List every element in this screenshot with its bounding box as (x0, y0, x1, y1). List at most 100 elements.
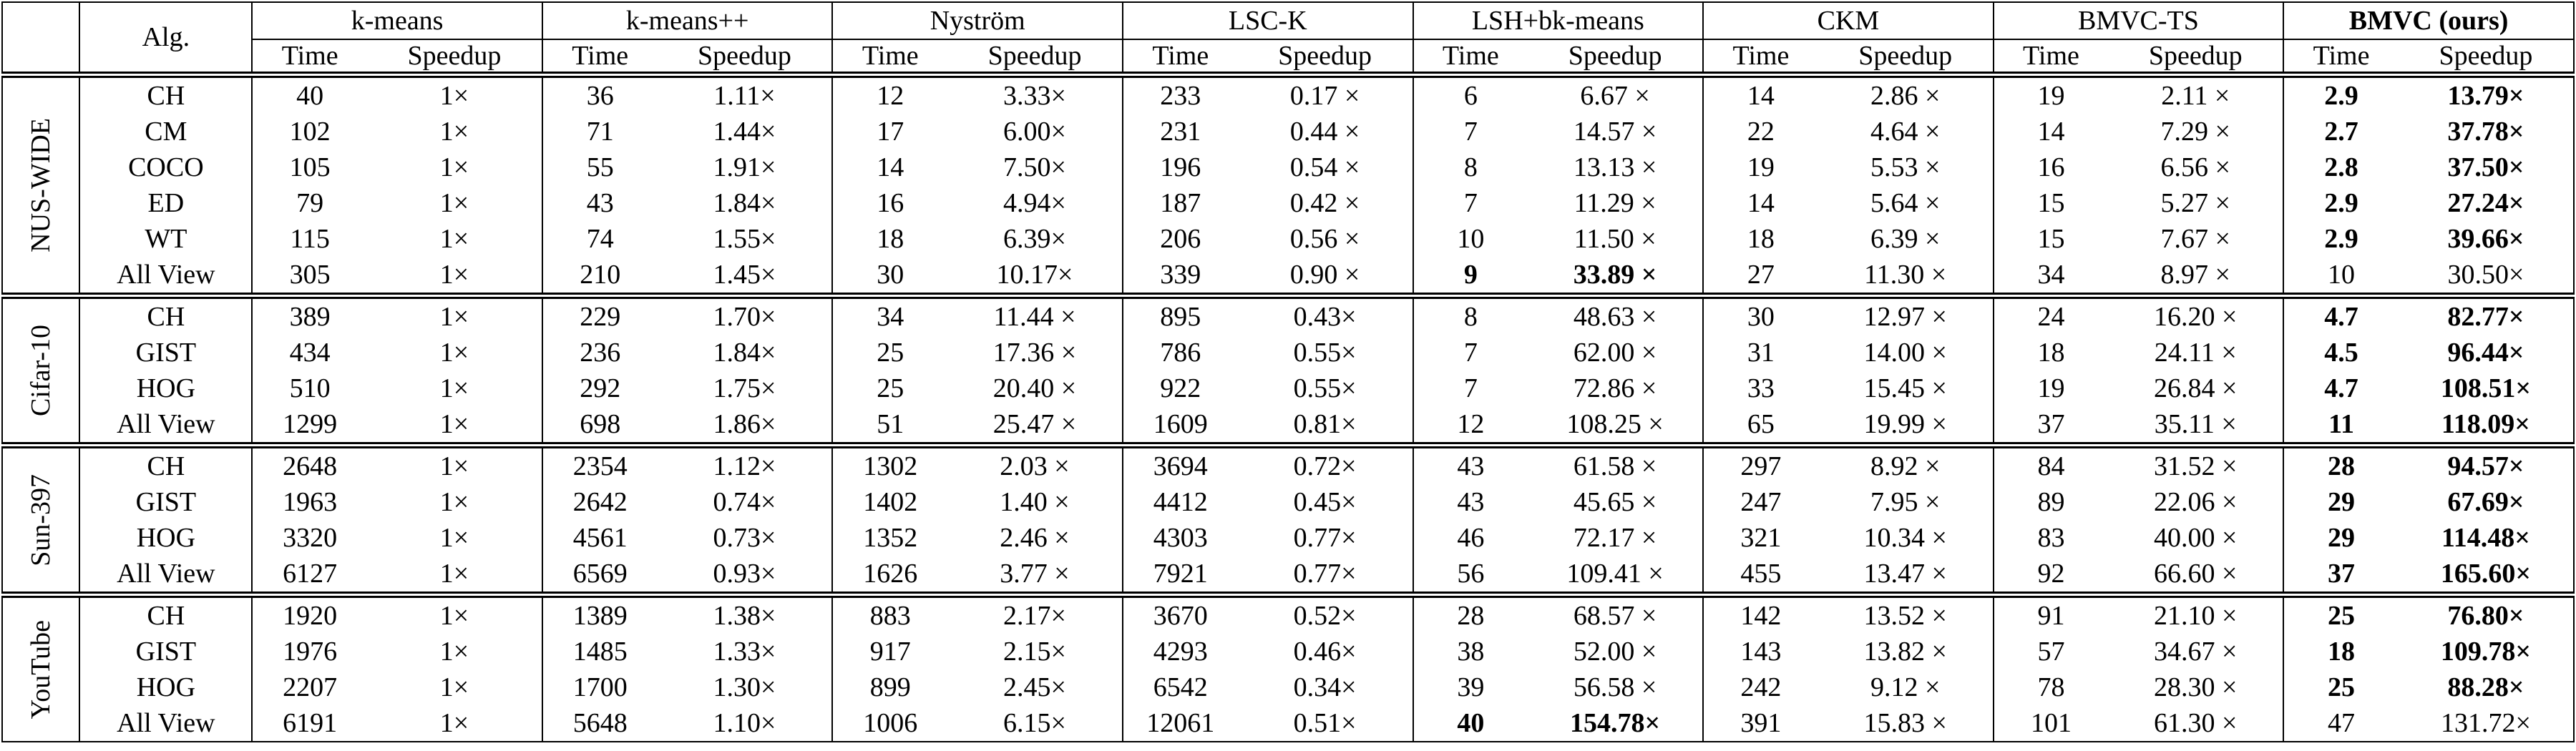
cell: 6191 (251, 705, 367, 742)
cell: 1× (366, 592, 542, 634)
method-header: BMVC-TS (1992, 2, 2284, 40)
cell: 2.46 × (1000, 523, 1070, 553)
cell: 101 (1992, 705, 2109, 742)
cell: 25 (2283, 669, 2399, 705)
cell: 68.57 × (1528, 592, 1704, 634)
cell: 7 (1412, 185, 1528, 221)
cell: 2.9 (2283, 185, 2399, 221)
cell: 9.12 × (1870, 672, 1941, 702)
cell: 4.64 × (1870, 117, 1941, 147)
cell: 14 (1702, 185, 1818, 221)
row-label: WT (145, 224, 187, 254)
cell: 1.91× (713, 152, 776, 182)
dataset-label: Cifar-10 (1, 293, 81, 446)
data-row: HOG 510 1× 292 1.75× 25 20.40 × 922 0.55× 7 72.86 … (2, 370, 2574, 406)
cell: 10 (2283, 257, 2399, 296)
cell: 6.00× (1003, 117, 1066, 147)
cell: 7 (1412, 114, 1528, 149)
cell: 96.44× (2447, 338, 2524, 368)
sub-header: Time (1121, 39, 1238, 75)
cell: 115 (251, 221, 367, 257)
cell: 19 (1992, 72, 2109, 114)
alg-header: Alg. (79, 2, 253, 76)
cell: 56 (1412, 556, 1528, 595)
cell: 3670 (1121, 592, 1238, 634)
cell: 30 (831, 257, 948, 296)
cell: 2.17× (947, 592, 1123, 634)
row-label: All View (117, 559, 215, 589)
cell: 14 (1702, 72, 1818, 114)
cell: 2.7 (2283, 114, 2399, 149)
cell: 4303 (1121, 520, 1238, 556)
sub-header: Speedup (2148, 41, 2243, 71)
header-row: Alg. k-means k-means++ Nyström LSC-K LSH+bk-m… (1, 2, 2574, 76)
cell: 1.40 × (1000, 487, 1070, 517)
cell: 27 (1702, 257, 1818, 296)
cell: 25 (831, 335, 948, 370)
sub-header: Speedup (407, 41, 502, 71)
cell: 165.60× (2440, 559, 2531, 589)
cell: 37 (2283, 556, 2399, 595)
cell: 12 (1412, 406, 1528, 446)
cell: 14.00 × (1863, 338, 1947, 368)
cell: 321 (1702, 520, 1818, 556)
cell: 3694 (1121, 442, 1238, 484)
cell: 13.13 × (1573, 152, 1657, 182)
method-header: LSC-K (1121, 2, 1413, 40)
cell: 12061 (1121, 705, 1238, 742)
cell: 15.83 × (1863, 708, 1947, 738)
cell: 1× (439, 672, 469, 702)
cell: 33 (1702, 370, 1818, 406)
cell: 5.64 × (1870, 188, 1941, 218)
cell: 206 (1121, 221, 1238, 257)
cell: 22.06 × (2154, 487, 2238, 517)
cell: 1963 (251, 484, 367, 520)
cell: 65 (1702, 406, 1818, 446)
cell: 48.63 × (1528, 293, 1704, 335)
cell: 36 (541, 72, 658, 114)
cell: 242 (1702, 669, 1818, 705)
data-row: GIST 1963 1× 2642 0.74× 1402 1.40 × 4412 0.45× 43… (2, 484, 2574, 520)
cell: 2642 (541, 484, 658, 520)
cell: 1.55× (713, 224, 776, 254)
cell: 7.29 × (2160, 117, 2230, 147)
cell: 11.50 × (1574, 224, 1657, 254)
cell: 8 (1412, 293, 1528, 335)
sub-header: Speedup (2439, 41, 2533, 71)
cell: 18 (2283, 634, 2399, 669)
row-label: CH (79, 442, 253, 484)
cell: 0.43× (1237, 293, 1413, 335)
sub-header: Time (1702, 39, 1818, 75)
cell: 89 (1992, 484, 2109, 520)
cell: 6127 (251, 556, 367, 595)
cell: 13.82 × (1863, 637, 1947, 667)
cell: 11.44 × (947, 293, 1123, 335)
cell: 15.45 × (1863, 373, 1947, 403)
cell: 39.66× (2447, 224, 2524, 254)
cell: 74 (541, 221, 658, 257)
cell: 1.10× (713, 708, 776, 738)
cell: 67.69× (2447, 487, 2524, 517)
cell: 3.77 × (1000, 559, 1070, 589)
data-row: All View 1299 1× 698 1.86× 51 25.47 × 1609 0.81×… (2, 406, 2574, 446)
cell: 20.40 × (992, 373, 1077, 403)
cell: 2.15× (1003, 637, 1066, 667)
cell: 0.77× (1293, 523, 1357, 553)
cell: 7 (1412, 335, 1528, 370)
cell: 13.47 × (1863, 559, 1947, 589)
cell: 40 (251, 72, 367, 114)
cell: 57 (1992, 634, 2109, 669)
cell: 4.5 (2283, 335, 2399, 370)
cell: 455 (1702, 556, 1818, 595)
row-label: GIST (135, 637, 197, 667)
sub-header: Time (2283, 39, 2399, 75)
cell: 16.20 × (2108, 293, 2284, 335)
cell: 14.57 × (1573, 117, 1657, 147)
cell: 2.03 × (947, 442, 1123, 484)
cell: 56.58 × (1573, 672, 1657, 702)
cell: 118.09× (2441, 409, 2530, 439)
cell: 210 (541, 257, 658, 296)
cell: 29 (2283, 520, 2399, 556)
cell: 12 (831, 72, 948, 114)
cell: 83 (1992, 520, 2109, 556)
